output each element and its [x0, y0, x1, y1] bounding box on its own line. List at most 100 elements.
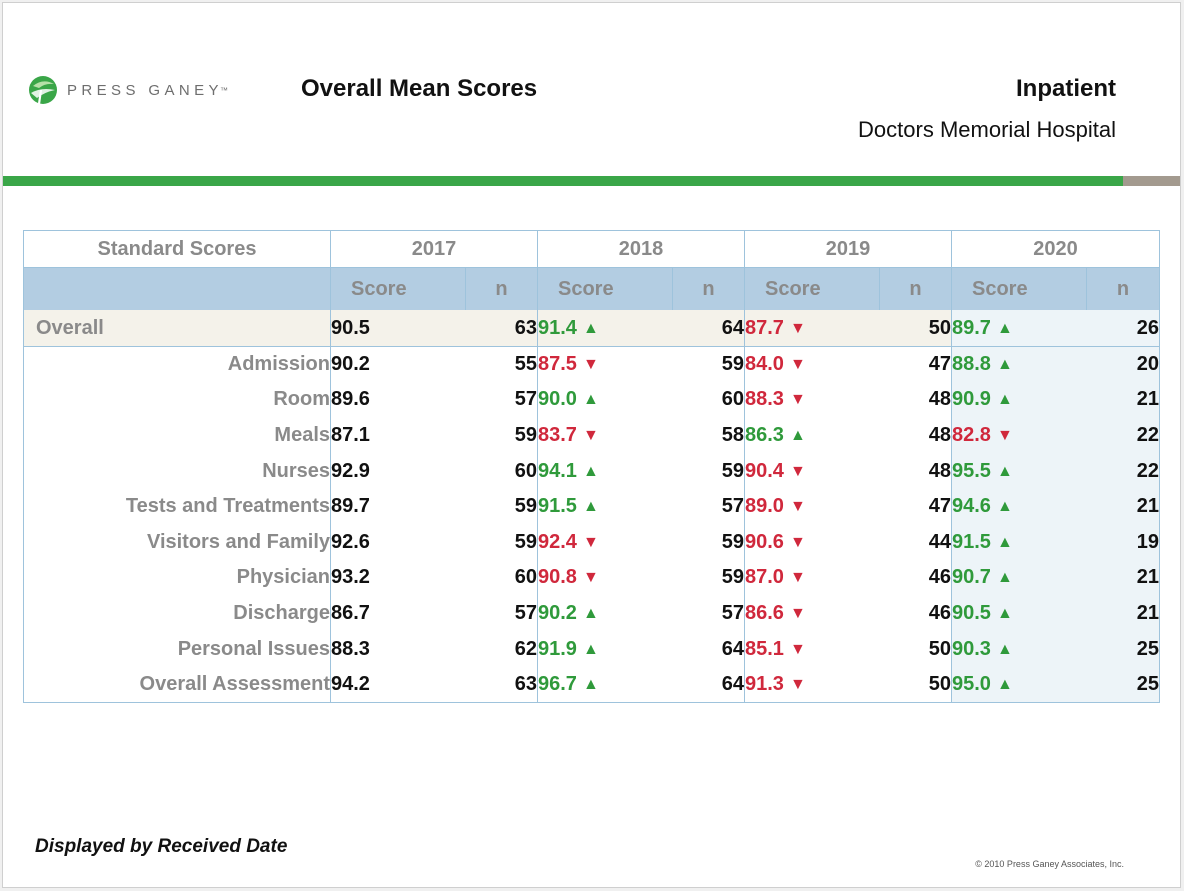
trend-up-icon: ▲	[996, 533, 1013, 551]
scores-body: Overall 90.5 63 91.4 ▲ 64 87.7 ▼ 50 89.7 ▲ 26 Admiss…	[23, 310, 1160, 704]
year-header: 2017	[330, 230, 538, 268]
trend-down-icon: ▼	[789, 355, 806, 373]
n-cell: 26	[1086, 310, 1160, 347]
score-value: 91.5	[538, 495, 577, 518]
score-cell: 94.6 ▲	[951, 488, 1087, 525]
n-cell: 50	[879, 666, 952, 704]
n-cell: 59	[672, 524, 745, 561]
received-date-note: Displayed by Received Date	[35, 836, 288, 857]
score-value: 90.0	[538, 388, 577, 411]
score-cell: 88.3 ▼	[745, 382, 880, 418]
score-col-header: Score	[330, 267, 466, 310]
score-value: 91.4	[538, 316, 577, 339]
score-value: 87.5	[538, 352, 577, 375]
score-value: 86.3	[745, 423, 784, 446]
score-cell: 90.8 ▼	[538, 560, 673, 596]
n-cell: 59	[672, 346, 745, 383]
score-cell: 83.7 ▼	[538, 418, 673, 454]
score-value: 87.1	[331, 423, 370, 446]
score-value: 93.2	[331, 566, 370, 589]
score-col-header: Score	[537, 267, 673, 310]
trend-down-icon: ▼	[789, 533, 806, 551]
trend-up-icon: ▲	[996, 391, 1013, 409]
score-value: 85.1	[745, 637, 784, 660]
trend-up-icon: ▲	[582, 498, 599, 516]
n-cell: 48	[879, 382, 952, 418]
score-value: 94.2	[331, 673, 370, 696]
score-value: 94.6	[952, 495, 991, 518]
score-value: 95.5	[952, 459, 991, 482]
n-cell: 21	[1086, 560, 1160, 596]
year-header-row: Standard Scores 2017 2018 2019 2020	[23, 230, 1160, 268]
n-col-header: n	[672, 267, 745, 310]
n-cell: 47	[879, 488, 952, 525]
trend-up-icon: ▲	[996, 498, 1013, 516]
n-cell: 57	[465, 595, 538, 632]
row-label: Room	[23, 382, 331, 418]
table-row: Room 89.6 57 90.0 ▲ 60 88.3 ▼ 48 90.9 ▲ 21	[23, 382, 1160, 418]
score-cell: 95.0 ▲	[951, 666, 1087, 704]
score-cell: 92.6	[331, 524, 466, 560]
n-cell: 59	[672, 453, 745, 489]
score-cell: 90.5	[330, 310, 466, 347]
n-cell: 64	[672, 666, 745, 704]
row-label: Personal Issues	[23, 631, 331, 667]
trend-down-icon: ▼	[789, 569, 806, 587]
table-row: Discharge 86.7 57 90.2 ▲ 57 86.6 ▼ 46 90.5 ▲ 21	[23, 595, 1160, 632]
score-cell: 91.3 ▼	[744, 666, 880, 704]
trend-up-icon: ▲	[996, 640, 1013, 658]
header-rule-green	[3, 176, 1123, 186]
table-row: Tests and Treatments 89.7 59 91.5 ▲ 57 89.0 ▼ 47…	[23, 488, 1160, 525]
trend-down-icon: ▼	[996, 426, 1013, 444]
row-label: Tests and Treatments	[23, 488, 331, 525]
score-value: 86.6	[745, 601, 784, 624]
score-value: 91.9	[538, 637, 577, 660]
score-cell: 94.2	[330, 666, 466, 704]
score-value: 92.4	[538, 530, 577, 553]
score-cell: 87.7 ▼	[744, 310, 880, 347]
score-cell: 90.2 ▲	[538, 596, 673, 632]
score-value: 82.8	[952, 423, 991, 446]
row-label: Visitors and Family	[23, 524, 331, 561]
score-value: 92.9	[331, 459, 370, 482]
trend-up-icon: ▲	[996, 462, 1013, 480]
score-value: 87.7	[745, 316, 784, 339]
score-cell: 86.7	[331, 596, 466, 632]
score-cell: 89.7	[331, 489, 466, 525]
table-row: Admission 90.2 55 87.5 ▼ 59 84.0 ▼ 47 88.8 ▲ 20	[23, 346, 1160, 383]
subheader-row: Score n Score n Score n Score n	[23, 267, 1160, 310]
facility-name: Doctors Memorial Hospital	[858, 117, 1116, 142]
score-cell: 86.6 ▼	[745, 596, 880, 632]
n-cell: 25	[1086, 631, 1160, 667]
trend-down-icon: ▼	[789, 319, 806, 337]
trend-down-icon: ▼	[582, 426, 599, 444]
year-header: 2020	[951, 230, 1160, 268]
trend-down-icon: ▼	[789, 462, 806, 480]
n-cell: 19	[1086, 524, 1160, 561]
score-cell: 88.3	[331, 631, 466, 667]
score-value: 90.2	[331, 352, 370, 375]
score-value: 90.3	[952, 637, 991, 660]
n-cell: 25	[1086, 666, 1160, 704]
score-cell: 90.5 ▲	[951, 595, 1087, 632]
score-value: 90.9	[952, 388, 991, 411]
score-value: 92.6	[331, 530, 370, 553]
score-value: 95.0	[952, 673, 991, 696]
n-cell: 21	[1086, 595, 1160, 632]
n-col-header: n	[879, 267, 952, 310]
score-cell: 84.0 ▼	[745, 347, 880, 383]
n-cell: 48	[879, 453, 952, 489]
score-cell: 90.2	[331, 347, 466, 383]
score-cell: 86.3 ▲	[745, 418, 880, 454]
n-cell: 59	[465, 417, 538, 454]
n-cell: 55	[465, 346, 538, 383]
row-label: Overall	[23, 310, 331, 347]
score-cell: 88.8 ▲	[951, 346, 1087, 383]
n-cell: 64	[672, 310, 745, 347]
score-value: 90.2	[538, 601, 577, 624]
trend-down-icon: ▼	[789, 498, 806, 516]
n-cell: 46	[879, 595, 952, 632]
score-value: 84.0	[745, 352, 784, 375]
trend-up-icon: ▲	[582, 676, 599, 694]
score-cell: 92.9	[331, 453, 466, 489]
